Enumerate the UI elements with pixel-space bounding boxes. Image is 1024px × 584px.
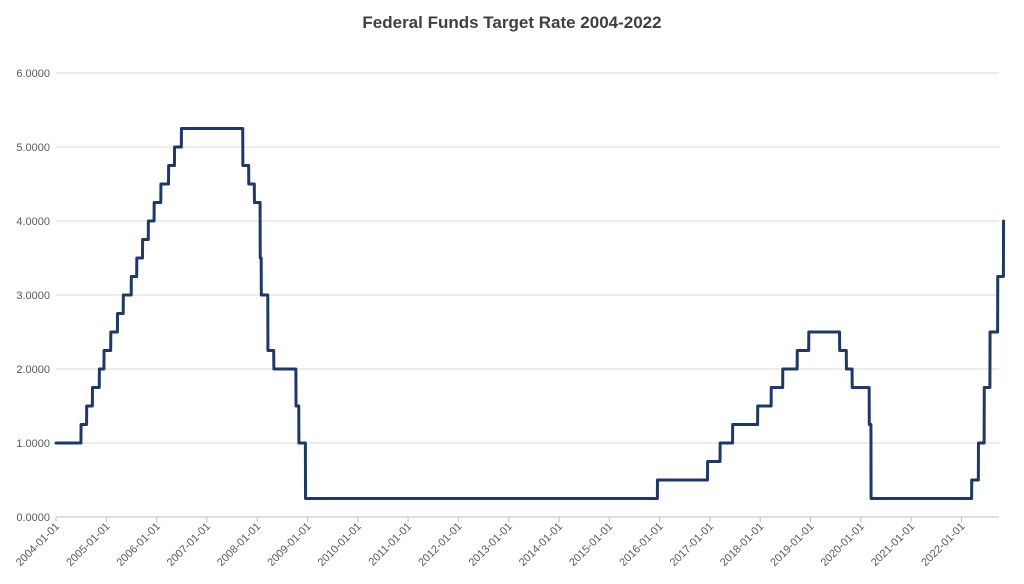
x-tick-label: 2017-01-01 <box>668 521 716 569</box>
x-tick-label: 2015-01-01 <box>567 521 615 569</box>
y-axis-tick-labels: 0.0000 1.0000 2.0000 3.0000 4.0000 5.0000 6.00… <box>16 68 50 524</box>
x-tick-label: 2009-01-01 <box>265 521 313 569</box>
x-tick-label: 2013-01-01 <box>467 521 515 569</box>
x-tick-label: 2006-01-01 <box>115 521 163 569</box>
x-tick-label: 2008-01-01 <box>215 521 263 569</box>
gridlines <box>56 72 999 518</box>
series-layer <box>54 127 1006 500</box>
y-tick-label: 6.0000 <box>16 68 50 80</box>
x-axis-tick-labels: 2004-01-01 2005-01-01 2006-01-01 2007-01-01… <box>14 517 968 569</box>
x-tick-label: 2020-01-01 <box>819 521 867 569</box>
y-tick-label: 1.0000 <box>16 438 50 450</box>
y-tick-label: 4.0000 <box>16 216 50 228</box>
y-tick-label: 5.0000 <box>16 142 50 154</box>
x-tick-label: 2010-01-01 <box>316 521 364 569</box>
y-tick-label: 3.0000 <box>16 290 50 302</box>
x-tick-label: 2004-01-01 <box>14 521 62 569</box>
x-tick-label: 2007-01-01 <box>165 521 213 569</box>
x-tick-label: 2018-01-01 <box>718 521 766 569</box>
y-tick-label: 0.0000 <box>16 512 50 524</box>
x-tick-label: 2016-01-01 <box>617 521 665 569</box>
x-tick-label: 2022-01-01 <box>919 521 967 569</box>
x-tick-label: 2012-01-01 <box>416 521 464 569</box>
x-tick-label: 2019-01-01 <box>768 521 816 569</box>
x-tick-label: 2011-01-01 <box>367 521 415 569</box>
series-line <box>54 127 1006 500</box>
chart-title: Federal Funds Target Rate 2004-2022 <box>362 13 661 32</box>
x-tick-label: 2005-01-01 <box>64 521 112 569</box>
x-tick-label: 2014-01-01 <box>517 521 565 569</box>
x-tick-label: 2021-01-01 <box>869 521 917 569</box>
y-tick-label: 2.0000 <box>16 364 50 376</box>
